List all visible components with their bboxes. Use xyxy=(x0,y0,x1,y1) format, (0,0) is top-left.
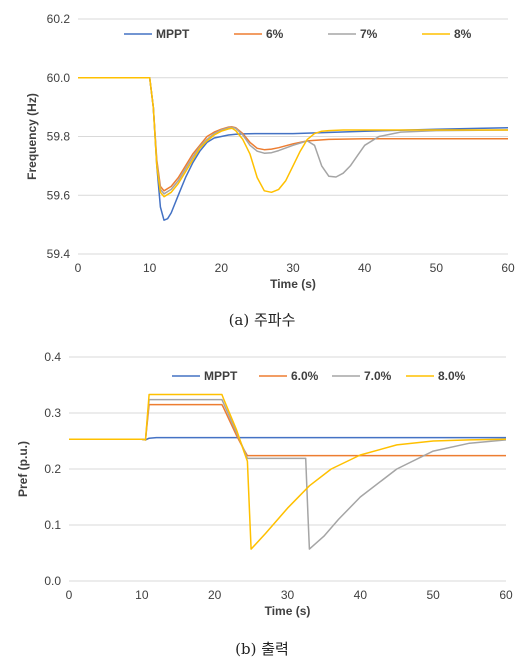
x-tick-label: 40 xyxy=(358,261,372,275)
y-axis-title: Pref (p.u.) xyxy=(16,441,30,497)
x-tick-label: 10 xyxy=(135,588,149,602)
x-tick-label: 0 xyxy=(66,588,73,602)
chart-power-svg: 0.0 0.1 0.2 0.3 0.4 0 10 20 30 40 50 60 Time (s) Pref… xyxy=(16,350,513,618)
x-tick-label: 60 xyxy=(501,261,515,275)
x-tick-label: 0 xyxy=(75,261,82,275)
x-axis-title: Time (s) xyxy=(265,604,311,618)
y-tick-label: 59.4 xyxy=(47,247,71,261)
y-tick-label: 0.0 xyxy=(44,574,61,588)
legend-label: MPPT xyxy=(204,369,238,383)
x-tick-label: 30 xyxy=(286,261,300,275)
x-axis-title: Time (s) xyxy=(270,277,316,291)
y-tick-label: 0.1 xyxy=(44,518,61,532)
series-line-8-0- xyxy=(69,393,507,550)
chart-frequency-svg: 59.4 59.6 59.8 60.0 60.2 0 10 20 30 40 50 60 Time (s… xyxy=(25,12,515,291)
y-tick-label: 59.6 xyxy=(47,188,71,202)
x-tick-label: 50 xyxy=(430,261,444,275)
x-tick-label: 50 xyxy=(426,588,440,602)
y-tick-label: 0.3 xyxy=(44,406,61,420)
chart-power: 0.0 0.1 0.2 0.3 0.4 0 10 20 30 40 50 60 Time (s) Pref… xyxy=(0,343,524,633)
legend-label: MPPT xyxy=(156,27,190,41)
y-tick-label: 0.4 xyxy=(44,350,61,364)
x-tick-label: 30 xyxy=(281,588,295,602)
x-tick-label: 60 xyxy=(499,588,513,602)
series-line-mppt xyxy=(78,77,509,221)
x-tick-label: 10 xyxy=(143,261,157,275)
series-line-7- xyxy=(78,77,509,195)
y-tick-label: 59.8 xyxy=(47,130,71,144)
legend-label: 8.0% xyxy=(438,369,466,383)
x-tick-label: 40 xyxy=(354,588,368,602)
legend-label: 6.0% xyxy=(291,369,319,383)
y-tick-label: 60.2 xyxy=(47,12,71,26)
series-line-7-0- xyxy=(69,398,507,550)
legend-label: 8% xyxy=(454,27,472,41)
caption-frequency: (a) 주파수 xyxy=(228,311,296,329)
series-line-6-0- xyxy=(69,403,506,457)
y-tick-label: 60.0 xyxy=(47,71,71,85)
y-tick-label: 0.2 xyxy=(44,462,61,476)
chart-frequency: 59.4 59.6 59.8 60.0 60.2 0 10 20 30 40 50 60 Time (s… xyxy=(0,0,524,300)
legend-label: 6% xyxy=(266,27,284,41)
series-line-8- xyxy=(78,77,508,198)
y-axis-title: Frequency (Hz) xyxy=(25,93,39,180)
x-tick-label: 20 xyxy=(215,261,229,275)
legend-label: 7% xyxy=(360,27,378,41)
caption-power: (b) 출력 xyxy=(235,640,289,658)
x-tick-label: 20 xyxy=(208,588,222,602)
legend-label: 7.0% xyxy=(364,369,392,383)
